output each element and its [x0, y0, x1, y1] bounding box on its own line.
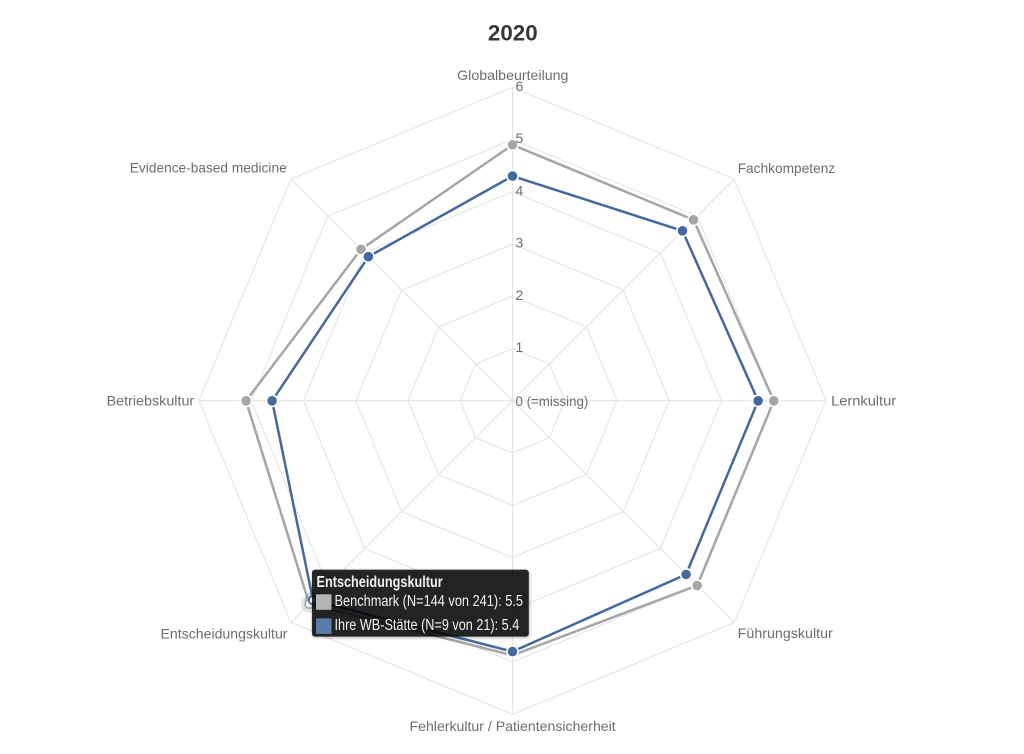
svg-text:2: 2	[516, 287, 524, 303]
svg-text:Betriebskultur: Betriebskultur	[107, 393, 195, 409]
svg-text:Fehlerkultur / Patientensicher: Fehlerkultur / Patientensicherheit	[410, 718, 616, 734]
svg-text:4: 4	[516, 182, 524, 198]
svg-text:Führungskultur: Führungskultur	[738, 625, 833, 641]
svg-text:5: 5	[516, 130, 524, 146]
svg-text:Globalbeurteilung: Globalbeurteilung	[457, 67, 568, 83]
svg-text:1: 1	[516, 339, 524, 355]
svg-text:Entscheidungskultur: Entscheidungskultur	[317, 574, 443, 591]
svg-text:Fachkompetenz: Fachkompetenz	[738, 160, 836, 176]
svg-text:Ihre WB-Stätte (N=9 von 21): 5: Ihre WB-Stätte (N=9 von 21): 5.4	[335, 617, 520, 634]
svg-text:6: 6	[516, 78, 524, 94]
svg-text:Lernkultur: Lernkultur	[831, 393, 896, 409]
svg-text:Entscheidungskultur: Entscheidungskultur	[161, 626, 288, 642]
svg-text:0 (=missing): 0 (=missing)	[516, 393, 589, 409]
svg-text:3: 3	[516, 235, 524, 251]
svg-text:Evidence-based medicine: Evidence-based medicine	[130, 160, 287, 176]
svg-text:2020: 2020	[488, 21, 538, 46]
svg-text:Benchmark (N=144 von 241): 5.5: Benchmark (N=144 von 241): 5.5	[335, 593, 524, 610]
